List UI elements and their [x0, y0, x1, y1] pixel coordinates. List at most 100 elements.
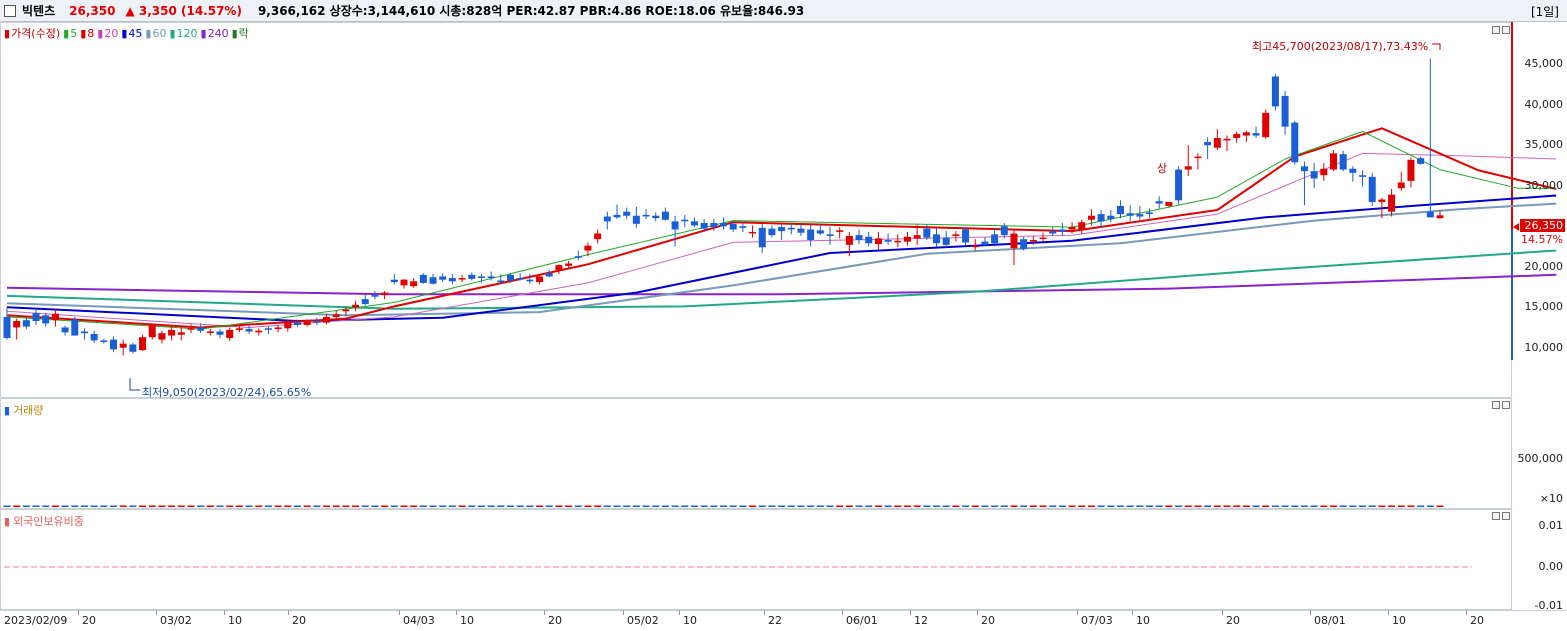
candle [255, 330, 263, 333]
candle [216, 331, 224, 335]
last-price-tag: 26,350 [1520, 219, 1565, 232]
volume-bar [729, 505, 737, 507]
candle [1126, 213, 1134, 216]
candle [845, 235, 853, 245]
legend-item[interactable]: 240 [207, 27, 229, 40]
foreign-legend-label: 외국인보유비중 [13, 515, 84, 528]
volume-legend: ▮ 거래량 [4, 404, 44, 417]
foreign-ownership-panel[interactable] [0, 509, 1512, 610]
date-tick [842, 610, 843, 615]
price-axis[interactable] [1512, 22, 1567, 398]
candle [158, 333, 166, 340]
volume-bar [206, 505, 214, 507]
price-axis-label: 45,000 [1524, 57, 1564, 71]
candle [855, 235, 863, 241]
date-tick [679, 610, 680, 615]
volume-bar [1436, 505, 1444, 507]
legend-item[interactable]: 20 [104, 27, 119, 40]
volume-bar [313, 505, 321, 507]
date-tick [78, 610, 79, 615]
volume-bar [13, 505, 21, 507]
volume-bar [1359, 505, 1367, 507]
candle [1136, 214, 1144, 217]
candle [933, 234, 941, 244]
candle [1068, 227, 1076, 230]
candle [293, 322, 301, 326]
price-panel-minimize-button[interactable] [1492, 26, 1500, 34]
volume-bar [100, 505, 108, 507]
ma60-line [6, 202, 1557, 317]
candle [284, 321, 292, 329]
volume-bar [1310, 505, 1318, 507]
candle [129, 344, 137, 352]
legend-item[interactable]: 45 [128, 27, 143, 40]
candle [1291, 122, 1299, 163]
volume-bar [1155, 505, 1163, 507]
volume-bar [1252, 505, 1260, 507]
candle [671, 221, 679, 230]
volume-bar [400, 505, 408, 507]
candle [555, 265, 563, 270]
candle [1417, 158, 1425, 164]
candle [1058, 229, 1066, 232]
date-axis[interactable] [0, 610, 1567, 631]
candle [826, 234, 834, 236]
volume-panel[interactable] [0, 398, 1512, 509]
date-tick [1077, 610, 1078, 615]
legend-item[interactable]: 60 [152, 27, 167, 40]
foreign-axis[interactable] [1512, 509, 1567, 610]
volume-bar [284, 505, 292, 507]
legend-item[interactable]: 가격(수정) [11, 27, 61, 40]
volume-bar [439, 505, 447, 507]
volume-bar [1194, 505, 1202, 507]
candle [642, 214, 650, 217]
price-panel[interactable] [0, 22, 1512, 398]
candle [1436, 215, 1444, 219]
candle [429, 277, 437, 284]
candle [1146, 212, 1154, 214]
price-panel-close-button[interactable] [1502, 26, 1510, 34]
volume-bar [574, 505, 582, 507]
volume-bar [448, 505, 456, 507]
candle [71, 319, 79, 336]
volume-bar [361, 505, 369, 507]
legend-item[interactable]: 120 [176, 27, 198, 40]
candle [80, 331, 88, 334]
volume-bar [613, 505, 621, 507]
period-selector[interactable]: [1일] [1530, 5, 1559, 19]
date-axis-label: 20 [292, 614, 306, 627]
volume-bar [632, 505, 640, 507]
volume-bar [506, 505, 514, 507]
volume-panel-minimize-button[interactable] [1492, 401, 1500, 409]
legend-item[interactable]: 락 [238, 27, 249, 40]
date-tick [1310, 610, 1311, 615]
legend-item[interactable]: 8 [87, 27, 95, 40]
volume-bar [874, 505, 882, 507]
volume-bar [603, 505, 611, 507]
candle [1349, 168, 1357, 173]
candle [110, 339, 118, 350]
candle [32, 312, 40, 321]
volume-bar [981, 505, 989, 507]
legend-item[interactable]: 5 [70, 27, 78, 40]
volume-bar [913, 505, 921, 507]
foreign-panel-minimize-button[interactable] [1492, 512, 1500, 520]
candle [632, 215, 640, 224]
foreign-panel-close-button[interactable] [1502, 512, 1510, 520]
volume-panel-close-button[interactable] [1502, 401, 1510, 409]
candle [681, 219, 689, 222]
candle [1175, 169, 1183, 201]
volume-bar [1010, 505, 1018, 507]
volume-axis[interactable] [1512, 398, 1567, 509]
candle [768, 228, 776, 236]
candle [836, 230, 844, 232]
volume-bar [1126, 505, 1134, 507]
candle [526, 279, 534, 282]
volume-bar [1378, 505, 1386, 507]
select-checkbox[interactable] [4, 4, 16, 17]
volume-bar [1368, 505, 1376, 507]
candle [1029, 240, 1037, 242]
volume-bar [623, 505, 631, 507]
volume-bar [962, 505, 970, 507]
